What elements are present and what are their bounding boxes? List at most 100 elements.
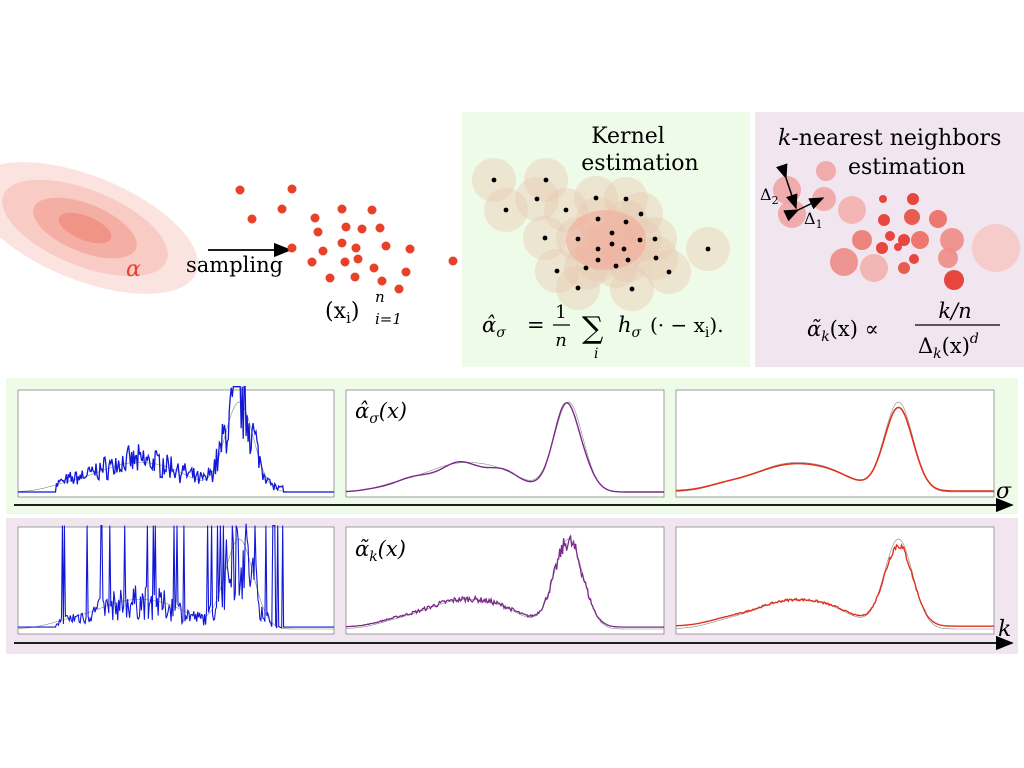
kernel-point xyxy=(575,285,581,291)
sample-point xyxy=(381,241,391,251)
kernel-point xyxy=(653,255,659,261)
k-axis-label: k xyxy=(998,617,1011,642)
kernel-plot-2-label: α̂σ(x) xyxy=(355,399,407,427)
kernel-point xyxy=(554,268,560,274)
kernel-point xyxy=(623,219,629,225)
kernel-point xyxy=(629,286,635,292)
sample-point xyxy=(318,246,328,256)
knn-title-line2: estimation xyxy=(848,155,965,180)
knn-plot-1-estimate xyxy=(18,523,334,629)
svg-text:k/n: k/n xyxy=(938,299,971,323)
knn-blob xyxy=(904,209,920,225)
knn-title-line1: k-nearest neighbors xyxy=(778,126,1001,151)
kernel-point xyxy=(625,257,631,263)
svg-text:hσ: hσ xyxy=(618,313,642,341)
knn-plot-3-estimate xyxy=(675,542,994,627)
sample-point xyxy=(310,213,320,223)
sample-point xyxy=(337,204,347,214)
kernel-point xyxy=(638,211,644,217)
knn-blob xyxy=(894,243,902,251)
knn-blob xyxy=(852,230,872,250)
knn-blob xyxy=(878,214,890,226)
alpha-label: α xyxy=(126,257,141,282)
kernel-point xyxy=(563,207,569,213)
kernel-point xyxy=(621,246,627,252)
sample-point xyxy=(325,273,335,283)
sample-point xyxy=(341,222,351,232)
knn-blob xyxy=(860,254,888,282)
kernel-point xyxy=(593,195,599,201)
kernel-point xyxy=(609,230,615,236)
svg-text:α̂σ(x): α̂σ(x) xyxy=(355,399,407,427)
kernel-point xyxy=(609,241,615,247)
samples-label: (xi) n i=1 xyxy=(325,288,402,328)
knn-blob xyxy=(940,228,964,252)
sample-points xyxy=(235,184,458,294)
kernel-point xyxy=(534,196,540,202)
sample-point xyxy=(235,185,245,195)
knn-blob xyxy=(972,224,1020,272)
kernel-plot-3-frame xyxy=(675,389,995,498)
knn-delta-arrows xyxy=(776,163,825,222)
kernel-plot-2-frame xyxy=(345,389,665,498)
kernel-point xyxy=(543,177,549,183)
sample-point xyxy=(340,257,350,267)
knn-blob xyxy=(816,161,836,181)
sample-point xyxy=(351,243,361,253)
knn-blob xyxy=(938,248,958,268)
sample-point xyxy=(367,205,377,215)
svg-text:=: = xyxy=(527,313,545,337)
sigma-axis-label: σ xyxy=(996,479,1012,504)
svg-text:n: n xyxy=(555,330,567,351)
sample-point xyxy=(337,238,347,248)
kernel-point xyxy=(583,265,589,271)
knn-delta2-label: Δ2 xyxy=(760,185,779,207)
kernel-blobs xyxy=(472,158,730,311)
kernel-formula: α̂σ = 1 n ∑ i hσ (· − xi). xyxy=(482,302,724,362)
kernel-point xyxy=(637,237,643,243)
knn-plot-2-label: α̃k(x) xyxy=(355,537,406,565)
kernel-point xyxy=(623,196,629,202)
sample-point xyxy=(353,254,363,264)
kernel-point xyxy=(652,236,658,242)
knn-blob xyxy=(812,187,836,211)
svg-text:Δk(x)d: Δk(x)d xyxy=(918,331,979,362)
knn-delta1-label: Δ1 xyxy=(804,209,823,231)
kernel-point xyxy=(705,246,711,252)
knn-blob xyxy=(929,210,947,228)
knn-blob xyxy=(944,270,964,290)
svg-text:∑: ∑ xyxy=(582,311,604,346)
svg-text:n: n xyxy=(375,288,385,306)
knn-blob xyxy=(909,254,919,264)
kernel-point xyxy=(503,207,509,213)
kernel-title-line1: Kernel xyxy=(591,124,665,149)
sample-point xyxy=(357,224,367,234)
svg-text:1: 1 xyxy=(555,302,566,323)
kernel-title-line2: estimation xyxy=(581,151,698,176)
sample-point xyxy=(287,243,297,253)
knn-blob xyxy=(830,248,858,276)
knn-blob xyxy=(838,196,866,224)
kernel-point xyxy=(575,236,581,242)
knn-plot-3-truth xyxy=(676,538,994,630)
kernel-point xyxy=(595,216,601,222)
density-ellipses xyxy=(0,162,198,294)
sample-point xyxy=(307,257,317,267)
svg-text:α̂σ: α̂σ xyxy=(482,313,506,341)
knn-plot-2-estimate xyxy=(345,534,664,628)
kernel-point xyxy=(666,269,672,275)
knn-curves xyxy=(18,523,994,630)
sample-point xyxy=(394,284,404,294)
sample-point xyxy=(448,256,458,266)
kernel-point xyxy=(595,257,601,263)
sample-point xyxy=(350,272,360,282)
svg-text:i: i xyxy=(594,346,598,362)
knn-blob xyxy=(898,262,910,274)
knn-blob xyxy=(778,200,806,228)
kernel-point xyxy=(613,263,619,269)
knn-blob xyxy=(898,234,910,246)
sample-point xyxy=(401,267,411,277)
sampling-label: sampling xyxy=(186,253,283,277)
knn-blob xyxy=(876,242,888,254)
svg-text:i=1: i=1 xyxy=(375,310,402,328)
